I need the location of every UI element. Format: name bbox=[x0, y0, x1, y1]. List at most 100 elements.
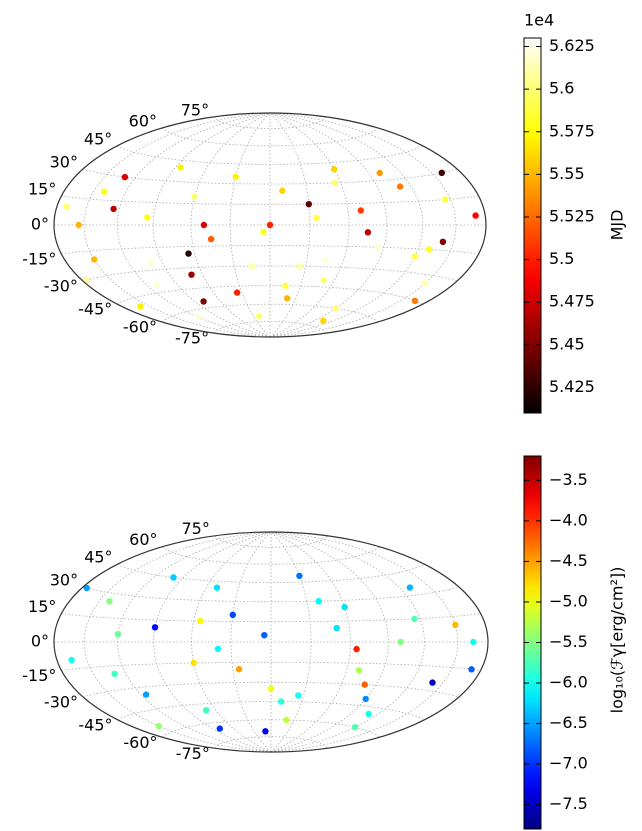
point bbox=[100, 188, 108, 195]
parallel-grid bbox=[61, 613, 481, 623]
lat-label: -15° bbox=[22, 666, 56, 685]
meridian-grid bbox=[190, 112, 271, 338]
point bbox=[203, 707, 210, 714]
lat-label: 15° bbox=[28, 180, 56, 199]
lat-label: -75° bbox=[175, 329, 209, 348]
point bbox=[151, 624, 159, 631]
point bbox=[295, 692, 302, 699]
point bbox=[364, 229, 372, 236]
point bbox=[470, 638, 477, 646]
parallel-grid bbox=[82, 265, 458, 282]
point bbox=[296, 263, 303, 270]
point bbox=[213, 584, 221, 591]
meridian-grid bbox=[153, 531, 272, 753]
point bbox=[147, 259, 154, 266]
point bbox=[177, 164, 184, 171]
lat-label: 45° bbox=[84, 129, 112, 148]
point bbox=[114, 631, 122, 638]
point bbox=[190, 659, 197, 667]
point bbox=[284, 295, 291, 302]
point bbox=[331, 179, 339, 187]
point bbox=[235, 666, 243, 673]
point bbox=[429, 679, 436, 686]
parallel-grid bbox=[82, 681, 460, 698]
point bbox=[267, 685, 275, 692]
point bbox=[214, 645, 222, 653]
colorbar-tick-label: 5.475 bbox=[549, 292, 595, 311]
colorbar-offset: 1e4 bbox=[524, 11, 554, 30]
point bbox=[374, 244, 381, 251]
point bbox=[315, 598, 322, 605]
colorbar-tick-label: 5.45 bbox=[549, 334, 585, 353]
lat-label: 15° bbox=[28, 597, 56, 616]
point bbox=[468, 666, 475, 673]
point bbox=[411, 253, 419, 260]
point bbox=[68, 656, 75, 664]
point bbox=[83, 584, 90, 592]
point bbox=[200, 221, 208, 229]
parallel-grid bbox=[61, 245, 479, 255]
lat-label: 45° bbox=[84, 548, 112, 567]
point bbox=[191, 193, 198, 200]
point bbox=[110, 205, 117, 213]
lat-label: 0° bbox=[31, 632, 49, 651]
lat-label: 30° bbox=[50, 571, 78, 590]
parallel-grid bbox=[61, 661, 481, 671]
point bbox=[361, 681, 368, 688]
point bbox=[207, 235, 215, 243]
point bbox=[357, 207, 364, 214]
point bbox=[262, 728, 269, 735]
point bbox=[320, 277, 327, 284]
point bbox=[330, 166, 338, 173]
colorbar-tick-label: 5.55 bbox=[549, 164, 585, 183]
lat-label: 75° bbox=[181, 519, 209, 538]
point bbox=[282, 282, 289, 289]
colorbar-tick-label: −7.0 bbox=[549, 754, 588, 773]
point bbox=[442, 196, 449, 203]
colorbar-tick-label: 5.425 bbox=[549, 377, 595, 396]
point bbox=[411, 297, 419, 304]
point bbox=[63, 203, 70, 210]
lat-label: 75° bbox=[181, 100, 209, 119]
point bbox=[397, 638, 404, 646]
point bbox=[422, 280, 429, 287]
colorbar-tick-label: 5.6 bbox=[549, 79, 574, 98]
colorbar-tick-label: −3.5 bbox=[549, 470, 588, 489]
point bbox=[452, 621, 459, 629]
point bbox=[406, 584, 414, 591]
point bbox=[296, 572, 303, 579]
meridian-grid bbox=[270, 531, 389, 753]
parallel-grid bbox=[82, 168, 458, 185]
point bbox=[411, 615, 418, 623]
map-border bbox=[53, 531, 489, 753]
point bbox=[229, 611, 236, 618]
parallel-grid bbox=[117, 285, 423, 305]
point bbox=[75, 221, 83, 229]
parallel-grid bbox=[117, 145, 423, 165]
point bbox=[365, 710, 372, 718]
lat-label: -75° bbox=[176, 744, 210, 763]
point bbox=[261, 632, 268, 639]
point bbox=[196, 617, 204, 625]
colorbar-tick-label: 5.625 bbox=[549, 36, 595, 55]
lat-label: -30° bbox=[44, 693, 78, 712]
point bbox=[121, 173, 129, 181]
meridian-grid bbox=[270, 531, 351, 753]
point bbox=[438, 169, 445, 176]
point bbox=[255, 312, 263, 320]
parallel-grid bbox=[82, 586, 460, 603]
lat-label: -30° bbox=[44, 277, 78, 296]
point bbox=[155, 722, 162, 730]
point bbox=[260, 228, 267, 236]
point bbox=[332, 305, 339, 312]
point bbox=[439, 238, 447, 245]
point bbox=[322, 256, 329, 264]
point bbox=[351, 724, 359, 731]
colorbar-label: MJD bbox=[608, 210, 627, 241]
lat-label: -60° bbox=[123, 317, 157, 336]
parallel-grid bbox=[117, 563, 425, 583]
colorbar-tick-label: −7.5 bbox=[549, 794, 588, 813]
point bbox=[248, 262, 256, 270]
lat-label: -45° bbox=[78, 300, 112, 319]
